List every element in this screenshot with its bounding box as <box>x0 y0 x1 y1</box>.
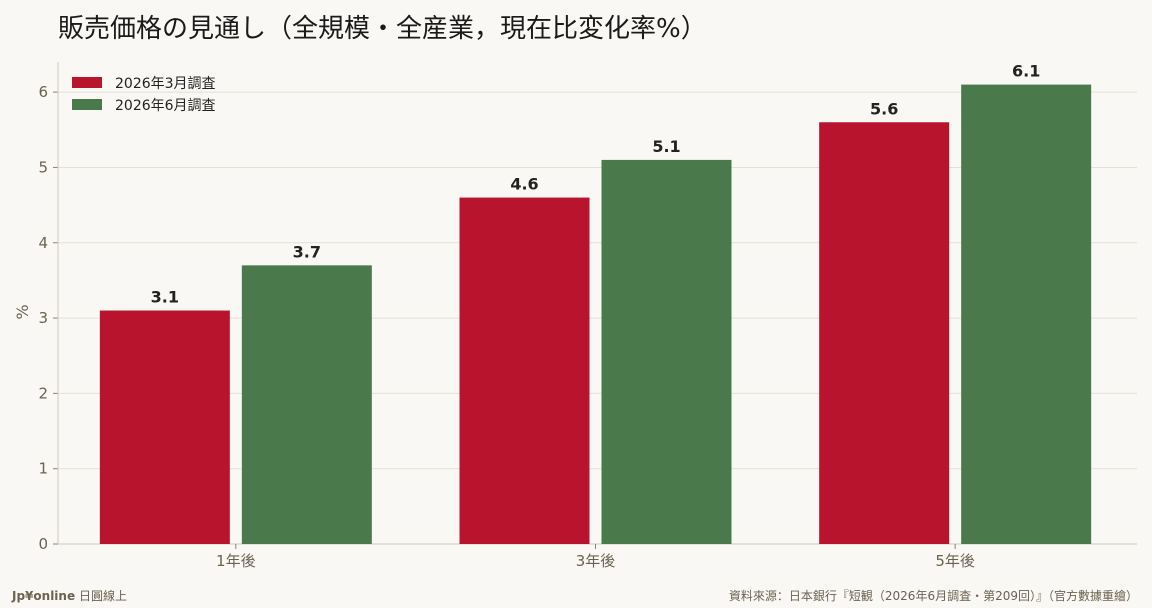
bars <box>99 84 1092 544</box>
data-label: 3.1 <box>151 288 179 307</box>
data-label: 5.6 <box>870 99 898 118</box>
data-label: 5.1 <box>652 137 680 156</box>
bar <box>99 310 230 544</box>
legend-swatch <box>72 99 102 110</box>
y-tick-label: 4 <box>38 234 48 252</box>
gridlines <box>58 91 1137 470</box>
data-labels: 3.1 3.7 4.6 5.1 5.6 6.1 <box>151 62 1041 307</box>
data-label: 6.1 <box>1012 62 1040 81</box>
x-tick-label: 1年後 <box>216 552 256 570</box>
y-tick-label: 6 <box>38 83 48 101</box>
legend-label: 2026年3月調査 <box>115 76 216 92</box>
data-label: 4.6 <box>510 175 538 194</box>
y-tick-label: 2 <box>38 384 48 402</box>
chart-title: 販売価格の見通し（全規模・全産業，現在比変化率%） <box>58 14 707 44</box>
bar <box>961 84 1092 544</box>
bar <box>459 197 590 544</box>
source-note: 資料來源：日本銀行『短観（2026年6月調査・第209回）』（官方數據重繪） <box>728 589 1138 603</box>
bar <box>241 265 372 544</box>
y-tick-label: 0 <box>38 535 48 553</box>
legend-swatch <box>72 77 102 88</box>
x-tick-label: 5年後 <box>935 552 975 570</box>
x-tick-label: 3年後 <box>576 552 616 570</box>
y-tick-label: 5 <box>38 158 48 176</box>
y-tick-label: 1 <box>38 460 48 478</box>
y-tick-label: 3 <box>38 309 48 327</box>
axes: 0 1 2 3 4 5 6% 1年後 3年後 5年後 <box>13 62 1137 570</box>
brand-name: Jp¥online <box>12 589 76 603</box>
legend-label: 2026年6月調査 <box>115 98 216 114</box>
bar <box>819 122 950 544</box>
legend: 2026年3月調査 2026年6月調査 <box>72 76 216 114</box>
y-axis-label: % <box>13 304 32 319</box>
footer-brand: Jp¥online 日圓線上 <box>12 587 127 604</box>
bar <box>601 159 732 544</box>
data-label: 3.7 <box>293 242 321 261</box>
brand-suffix: 日圓線上 <box>78 589 127 603</box>
